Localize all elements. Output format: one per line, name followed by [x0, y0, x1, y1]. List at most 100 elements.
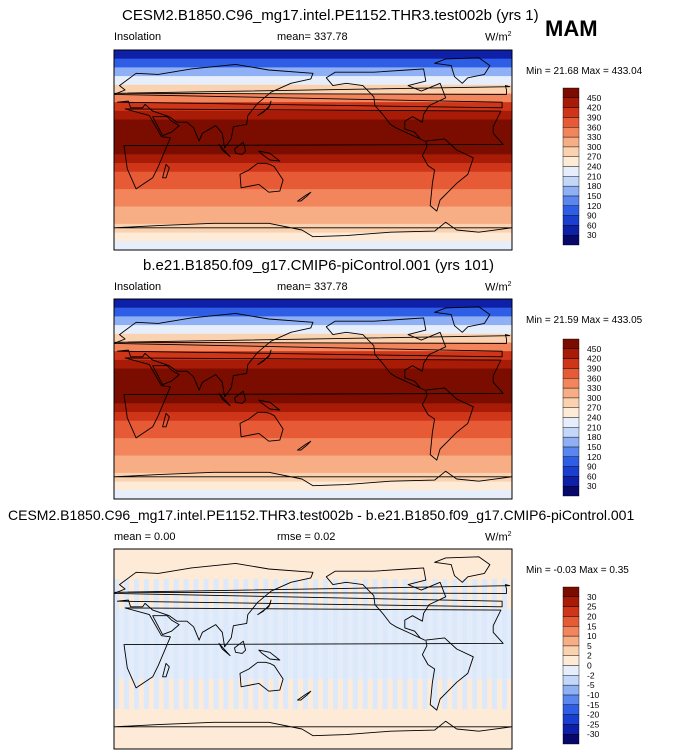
colorbar-swatch — [562, 684, 580, 696]
colorbar-tick-label: 120 — [587, 201, 601, 211]
colorbar-swatch — [562, 358, 580, 369]
panel2-mean: mean= 337.78 — [277, 281, 348, 293]
zonal-band — [114, 50, 512, 60]
colorbar-tick-label: 30 — [587, 481, 597, 491]
coastline — [297, 690, 312, 701]
coastline — [152, 615, 180, 636]
panel1-left-label: Insolation — [114, 31, 162, 43]
zonal-band — [114, 438, 512, 448]
coastline — [434, 556, 491, 583]
colorbar-swatch — [562, 694, 580, 705]
coastline — [434, 306, 491, 333]
coastline — [239, 661, 284, 692]
colorbar-tick-label: 60 — [587, 220, 597, 230]
coastline — [434, 57, 491, 84]
colorbar-swatch — [562, 704, 580, 715]
colorbar-tick-label: 210 — [587, 422, 601, 432]
zonal-band — [114, 102, 512, 112]
map-panel-2 — [113, 298, 513, 500]
coastline — [162, 412, 170, 428]
colorbar-1: 3060901201501802102402703003303603904204… — [562, 87, 601, 246]
colorbar-swatch — [562, 456, 580, 467]
zonal-band — [114, 420, 512, 431]
diff-stripe — [123, 579, 129, 709]
colorbar-swatch — [562, 146, 580, 157]
panel1-units-exp: 2 — [507, 31, 512, 38]
colorbar-swatch — [562, 485, 580, 497]
diff-stripe — [114, 579, 119, 709]
diff-stripe — [482, 579, 488, 709]
colorbar-swatch — [562, 724, 580, 735]
colorbar-tick-label: 180 — [587, 181, 601, 191]
colorbar-tick-label: 420 — [587, 103, 601, 113]
colorbar-swatch — [562, 417, 580, 428]
zonal-band — [114, 316, 512, 326]
coastline — [152, 116, 180, 137]
colorbar-swatch — [562, 338, 580, 350]
colorbar-swatch — [562, 378, 580, 389]
colorbar-swatch — [562, 596, 580, 607]
map-frame — [113, 548, 513, 750]
coastline — [297, 191, 312, 202]
colorbar-swatch — [562, 645, 580, 656]
panel2-units: W/m2 — [485, 281, 512, 294]
colorbar-tick-label: 120 — [587, 452, 601, 462]
zonal-band — [114, 58, 512, 68]
colorbar-swatch — [562, 195, 580, 206]
zonal-band — [114, 481, 512, 491]
map-frame — [113, 298, 513, 500]
colorbar-swatch — [562, 407, 580, 418]
coastline — [325, 317, 447, 391]
diff-stripe — [148, 609, 154, 679]
zonal-band — [114, 215, 512, 225]
colorbar-swatch — [562, 635, 580, 647]
coastline — [114, 334, 511, 344]
zonal-band — [114, 394, 512, 404]
colorbar-swatch — [562, 87, 580, 99]
panel3-title: CESM2.B1850.C96_mg17.intel.PE1152.THR3.t… — [8, 507, 635, 523]
colorbar-swatch — [562, 215, 580, 226]
colorbar-tick-label: 450 — [587, 93, 601, 103]
colorbar-swatch — [562, 626, 580, 637]
panel3-minmax: Min = -0.03 Max = 0.35 — [526, 565, 629, 576]
zonal-band — [114, 377, 512, 387]
colorbar-tick-label: 10 — [587, 631, 597, 641]
zonal-band — [114, 464, 512, 474]
colorbar-swatch — [562, 127, 580, 138]
panel1-units-base: W/m — [485, 31, 508, 44]
colorbar-swatch — [562, 348, 580, 359]
panel2-units-exp: 2 — [507, 281, 512, 288]
coastline — [218, 392, 231, 407]
colorbar-swatch — [562, 234, 580, 246]
diff-stripe — [462, 579, 468, 709]
coastline — [325, 68, 447, 142]
colorbar-swatch — [562, 436, 580, 448]
zonal-band — [114, 119, 512, 129]
colorbar-tick-label: 330 — [587, 383, 601, 393]
colorbar-tick-label: -10 — [587, 690, 600, 700]
colorbar-tick-label: 390 — [587, 363, 601, 373]
zonal-band — [114, 333, 512, 344]
colorbar-tick-label: 15 — [587, 621, 597, 631]
coastline — [421, 387, 474, 461]
zonal-band — [114, 206, 512, 216]
colorbar-swatch — [562, 97, 580, 108]
coastline — [239, 162, 284, 193]
colorbar-tick-label: 240 — [587, 162, 601, 172]
panel1-units: W/m2 — [485, 31, 512, 44]
coastline — [114, 584, 511, 594]
colorbar-swatch — [562, 176, 580, 187]
coastline — [257, 349, 272, 366]
coastline — [421, 637, 474, 711]
coastline — [234, 141, 247, 155]
map-frame — [113, 49, 513, 251]
colorbar-swatch — [562, 225, 580, 236]
colorbar-swatch — [562, 675, 580, 686]
zonal-band — [114, 180, 512, 190]
panel1-mean: mean= 337.78 — [277, 31, 348, 43]
colorbar-swatch — [562, 427, 580, 438]
zonal-band — [114, 446, 512, 457]
coastline — [421, 138, 474, 212]
colorbar-tick-label: 240 — [587, 413, 601, 423]
coastline — [114, 720, 512, 737]
